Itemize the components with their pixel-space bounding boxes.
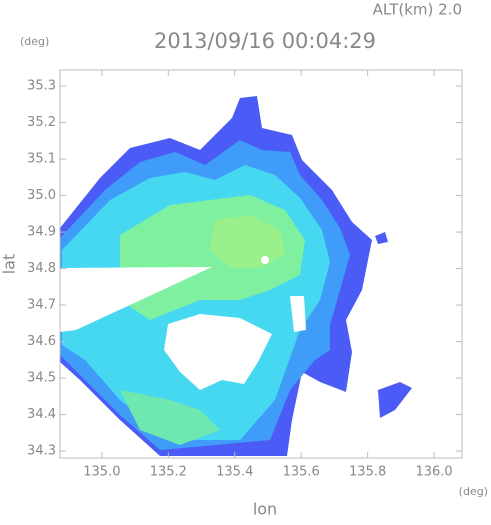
y-tick-label: 34.3 [27,444,56,459]
y-tick-label: 34.7 [27,298,56,313]
echo-cell-2 [375,232,388,244]
y-tick-label: 35.3 [27,79,56,94]
echo-core-2 [120,390,220,445]
x-axis-label: lon [253,500,277,519]
x-tick-label: 135.6 [283,465,320,480]
chart-title: 2013/09/16 00:04:29 [154,29,376,53]
echo-hole-2 [290,296,306,332]
plot-frame [59,69,463,459]
radar-site [261,256,269,264]
y-tick-label: 34.6 [27,334,56,349]
subtitle: ALT(km) 2.0 [373,1,462,19]
echo-green [210,215,285,268]
echo-cell [378,382,412,418]
x-unit: (deg) [459,485,488,498]
y-tick-label: 34.5 [27,371,56,386]
radar-echo [60,96,412,456]
echo-gap [60,267,212,332]
y-tick-label: 35.0 [27,188,56,203]
x-tick-label: 136.0 [415,465,452,480]
y-tick-label: 34.9 [27,225,56,240]
echo-hole [164,314,272,390]
y-axis-label: lat [0,254,19,275]
y-tick-label: 35.2 [27,115,56,130]
x-tick-label: 135.0 [83,465,120,480]
y-tick-label: 34.4 [27,407,56,422]
y-unit: (deg) [20,35,49,48]
y-tick-label: 35.1 [27,152,56,167]
y-tick-label: 34.8 [27,261,56,276]
x-tick-label: 135.4 [216,465,253,480]
x-tick-label: 135.8 [349,465,386,480]
x-tick-label: 135.2 [150,465,187,480]
